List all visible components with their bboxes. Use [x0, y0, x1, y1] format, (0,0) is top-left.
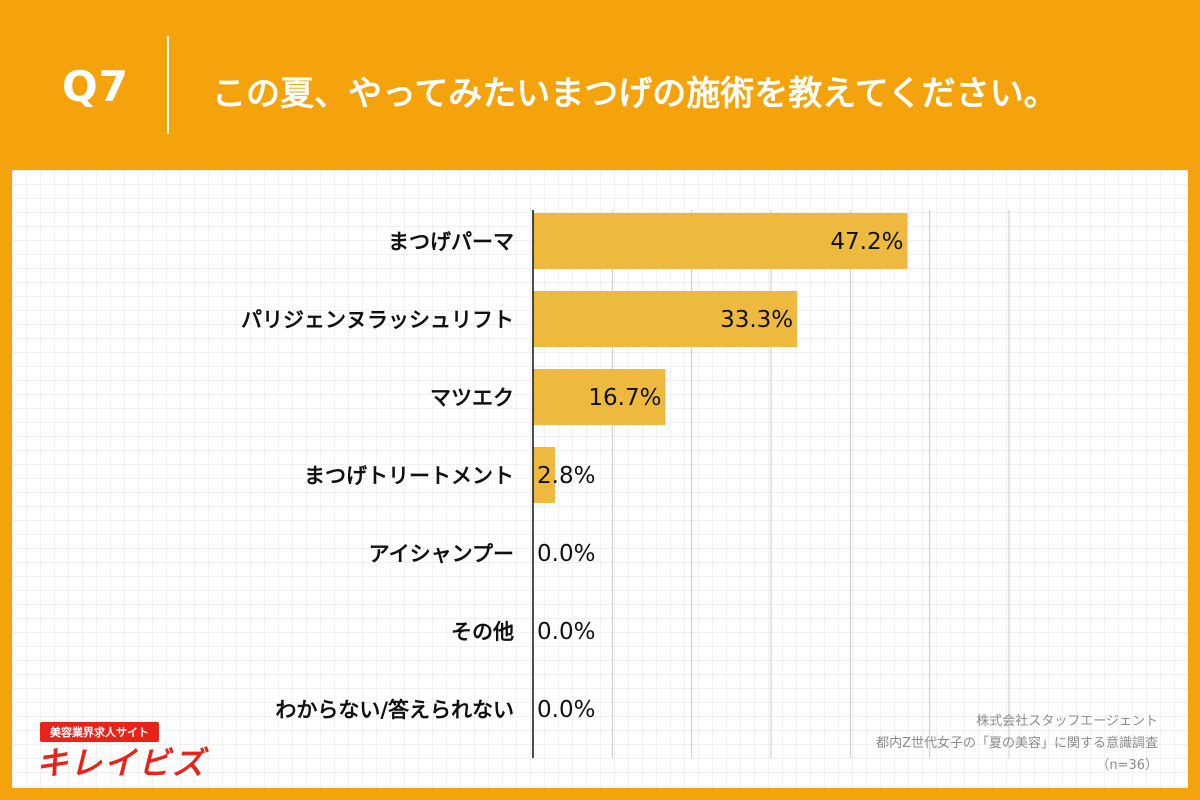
question-number: Q7	[62, 62, 129, 111]
value-label: 0.0%	[537, 619, 595, 645]
category-label: わからない/答えられない	[275, 698, 514, 722]
source-company: 株式会社スタッフエージェント	[976, 714, 1158, 729]
category-label: アイシャンプー	[369, 542, 514, 566]
bar	[533, 447, 556, 503]
question-header: Q7 この夏、やってみたいまつげの施術を教えてください。	[0, 0, 1200, 170]
category-label: パリジェンヌラッシュリフト	[241, 308, 514, 332]
header-divider	[167, 36, 169, 134]
value-label: 16.7%	[588, 385, 661, 411]
bar-chart: まつげパーマ 47.2% パリジェンヌラッシュリフト 33.3% マツエク 16.7% まつ…	[241, 210, 1010, 758]
value-label: 33.3%	[720, 307, 793, 333]
chart-panel: まつげパーマ 47.2% パリジェンヌラッシュリフト 33.3% マツエク 16.7% まつ…	[12, 170, 1188, 788]
category-label: その他	[451, 620, 514, 644]
category-label: まつげトリートメント	[304, 464, 514, 488]
bar	[533, 291, 798, 347]
value-label: 2.8%	[537, 463, 595, 489]
value-label: 47.2%	[830, 229, 903, 255]
source-sample: （n=36）	[1096, 758, 1158, 773]
question-text: この夏、やってみたいまつげの施術を教えてください。	[212, 74, 1058, 114]
source-survey: 都内Z世代女子の「夏の美容」に関する意識調査	[876, 736, 1158, 751]
logo-name: キレイビズ	[36, 744, 207, 782]
category-label: マツエク	[430, 386, 514, 410]
bar	[533, 213, 908, 269]
value-label: 0.0%	[537, 541, 595, 567]
value-label: 0.0%	[537, 697, 595, 723]
bar	[533, 369, 666, 425]
source-note: 株式会社スタッフエージェント 都内Z世代女子の「夏の美容」に関する意識調査 （n…	[876, 711, 1158, 777]
logo-tagline: 美容業界求人サイト	[40, 722, 159, 742]
category-label: まつげパーマ	[388, 230, 514, 254]
